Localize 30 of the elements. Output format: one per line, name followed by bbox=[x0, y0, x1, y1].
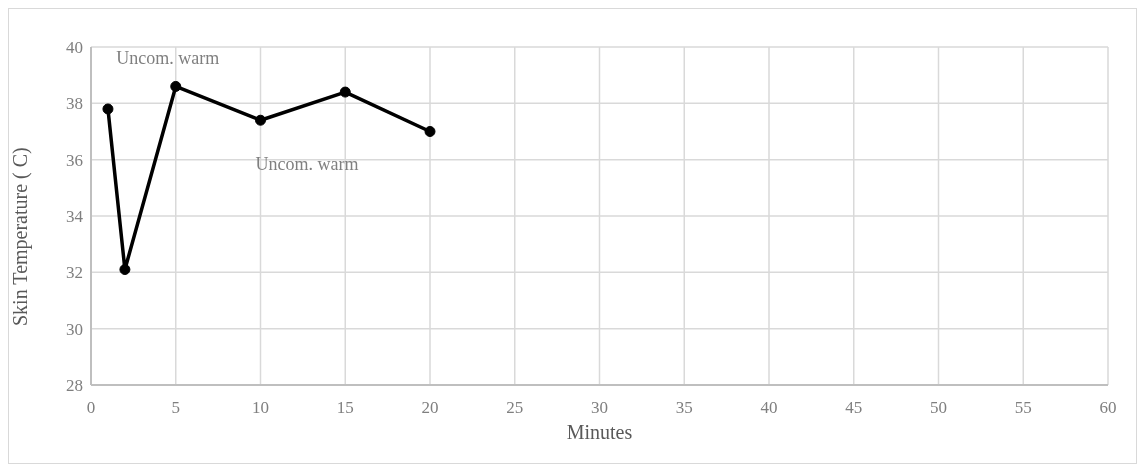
x-tick-label: 20 bbox=[421, 398, 439, 418]
x-tick-label: 50 bbox=[930, 398, 947, 418]
x-tick-label: 55 bbox=[1014, 398, 1032, 418]
point bbox=[255, 114, 266, 126]
x-tick-label: 25 bbox=[506, 398, 524, 418]
y-tick-label: 34 bbox=[66, 207, 84, 227]
y-tick-label: 36 bbox=[66, 150, 83, 170]
x-tick-label: 60 bbox=[1099, 398, 1117, 418]
x-tick-label: 35 bbox=[675, 398, 693, 418]
point bbox=[119, 264, 131, 276]
x-tick-label: 10 bbox=[252, 398, 269, 418]
x-tick-label: 0 bbox=[86, 398, 96, 418]
x-tick-label: 40 bbox=[760, 398, 778, 418]
point bbox=[424, 126, 436, 137]
y-axis-title: Skin Temperature ( C) bbox=[9, 147, 33, 326]
y-tick-label: 32 bbox=[66, 263, 83, 283]
point bbox=[339, 86, 351, 98]
x-tick-label: 15 bbox=[336, 398, 354, 418]
x-tick-label: 45 bbox=[845, 398, 863, 418]
annotation: Uncom. warm bbox=[116, 48, 220, 69]
x-axis-title: Minutes bbox=[566, 421, 633, 443]
point bbox=[170, 80, 182, 92]
x-tick-label: 30 bbox=[591, 398, 608, 418]
y-tick-label: 30 bbox=[66, 319, 83, 339]
y-tick-label: 28 bbox=[66, 376, 83, 396]
y-tick-label: 38 bbox=[66, 94, 83, 114]
point bbox=[102, 103, 114, 115]
annotation: Uncom. warm bbox=[255, 154, 359, 175]
y-tick-label: 40 bbox=[66, 38, 83, 58]
x-tick-label: 5 bbox=[171, 398, 180, 418]
